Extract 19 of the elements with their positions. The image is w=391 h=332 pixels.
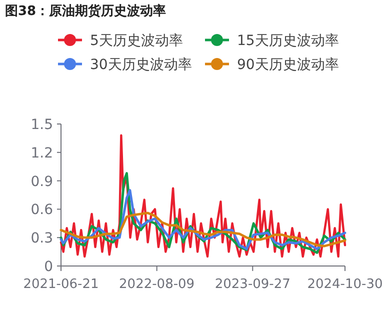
line-series	[60, 134, 346, 258]
y-tick-label: 1.2	[30, 145, 53, 162]
y-tick-label: 1.5	[30, 117, 53, 133]
legend-label: 30天历史波动率	[90, 57, 192, 73]
x-tick-label: 2022-08-09	[119, 277, 195, 292]
chart-title: 图38：原油期货历史波动率	[5, 3, 166, 19]
y-tick-label: 0.9	[30, 174, 53, 190]
legend-label: 90天历史波动率	[237, 57, 339, 73]
legend-label: 15天历史波动率	[237, 33, 339, 49]
line-series	[60, 212, 346, 248]
x-tick-label: 2023-09-27	[214, 277, 290, 292]
y-tick-label: 0.3	[30, 230, 53, 247]
y-tick-label: 0.6	[30, 202, 54, 218]
line-series	[60, 189, 346, 250]
line-series	[60, 172, 346, 254]
x-tick-label: 2024-10-30	[307, 277, 383, 292]
x-tick-label: 2021-06-21	[23, 277, 99, 292]
y-tick-label: 0	[44, 259, 53, 275]
legend-label: 5天历史波动率	[90, 33, 183, 49]
